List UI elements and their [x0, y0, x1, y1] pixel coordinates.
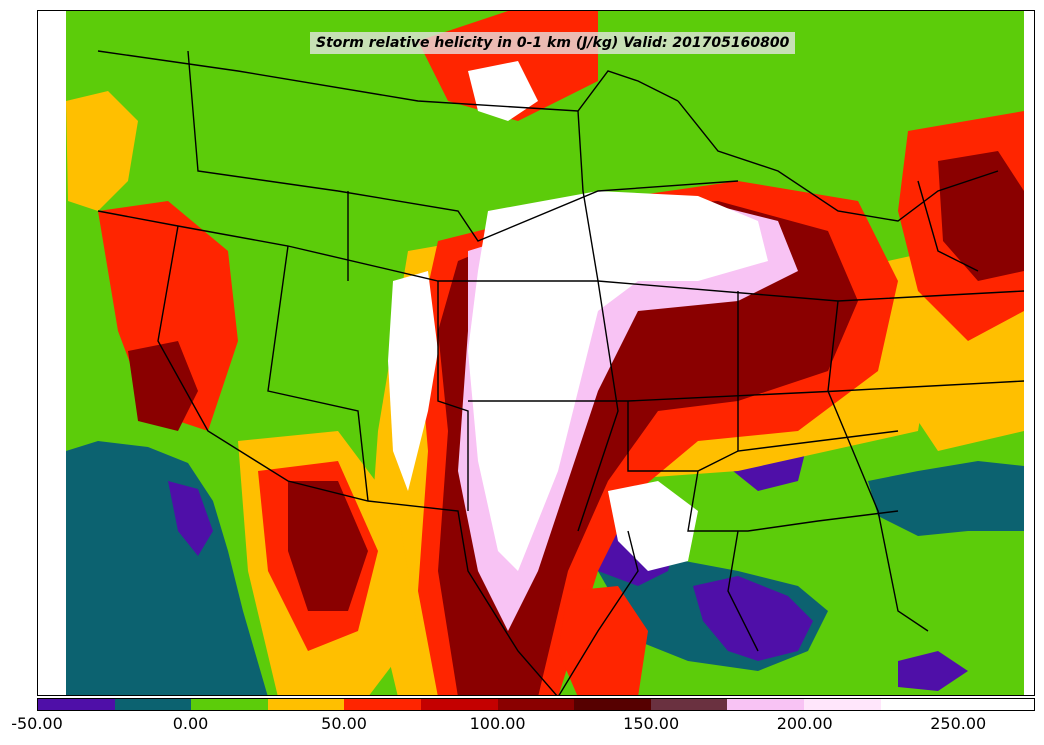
colorbar-tick-label: 150.00: [623, 714, 680, 733]
state-borders: [97, 50, 1025, 695]
field-sw-purple: [168, 481, 213, 556]
colorbar-segment: [880, 699, 958, 710]
colorbar-segment: [804, 699, 881, 710]
field-pacific-teal: [66, 441, 268, 695]
colorbar-tick-label: 0.00: [172, 714, 209, 733]
colorbar: [37, 698, 1035, 711]
field-gulf-white: [608, 481, 698, 571]
helicity-map: [38, 11, 1034, 695]
colorbar-tick-labels: -50.00 0.00 50.00 100.00 150.00 200.00 250.00: [0, 714, 1044, 738]
field-west-red: [98, 201, 238, 431]
colorbar-segment: [344, 699, 422, 710]
field-atlantic-teal: [868, 461, 1024, 536]
colorbar-tick-label: 100.00: [469, 714, 526, 733]
field-sw-darkred: [288, 481, 368, 611]
field-west-orange: [66, 91, 138, 211]
colorbar-segment: [191, 699, 268, 710]
map-title: Storm relative helicity in 0-1 km (J/kg)…: [310, 32, 796, 54]
colorbar-tick-label: 200.00: [776, 714, 833, 733]
field-west-darkred: [128, 341, 198, 431]
colorbar-tick-label: 50.00: [321, 714, 367, 733]
colorbar-tick-label: 250.00: [930, 714, 987, 733]
colorbar-segment: [267, 699, 345, 710]
field-gulf-purple: [693, 576, 813, 661]
field-rockies-white: [388, 271, 438, 491]
colorbar-segment: [38, 699, 115, 710]
colorbar-segment: [497, 699, 575, 710]
field-gulf-red: [558, 586, 648, 695]
field-plains-white: [468, 191, 768, 571]
field-north-white: [468, 61, 538, 121]
colorbar-segment: [114, 699, 192, 710]
map-panel: Storm relative helicity in 0-1 km (J/kg)…: [37, 10, 1035, 696]
field-gulf-purple2: [898, 651, 968, 691]
colorbar-segment: [421, 699, 498, 710]
colorbar-segment: [727, 699, 805, 710]
colorbar-tick-label: -50.00: [11, 714, 63, 733]
colorbar-segment: [574, 699, 651, 710]
colorbar-segment: [650, 699, 728, 710]
colorbar-segment: [957, 699, 1034, 710]
